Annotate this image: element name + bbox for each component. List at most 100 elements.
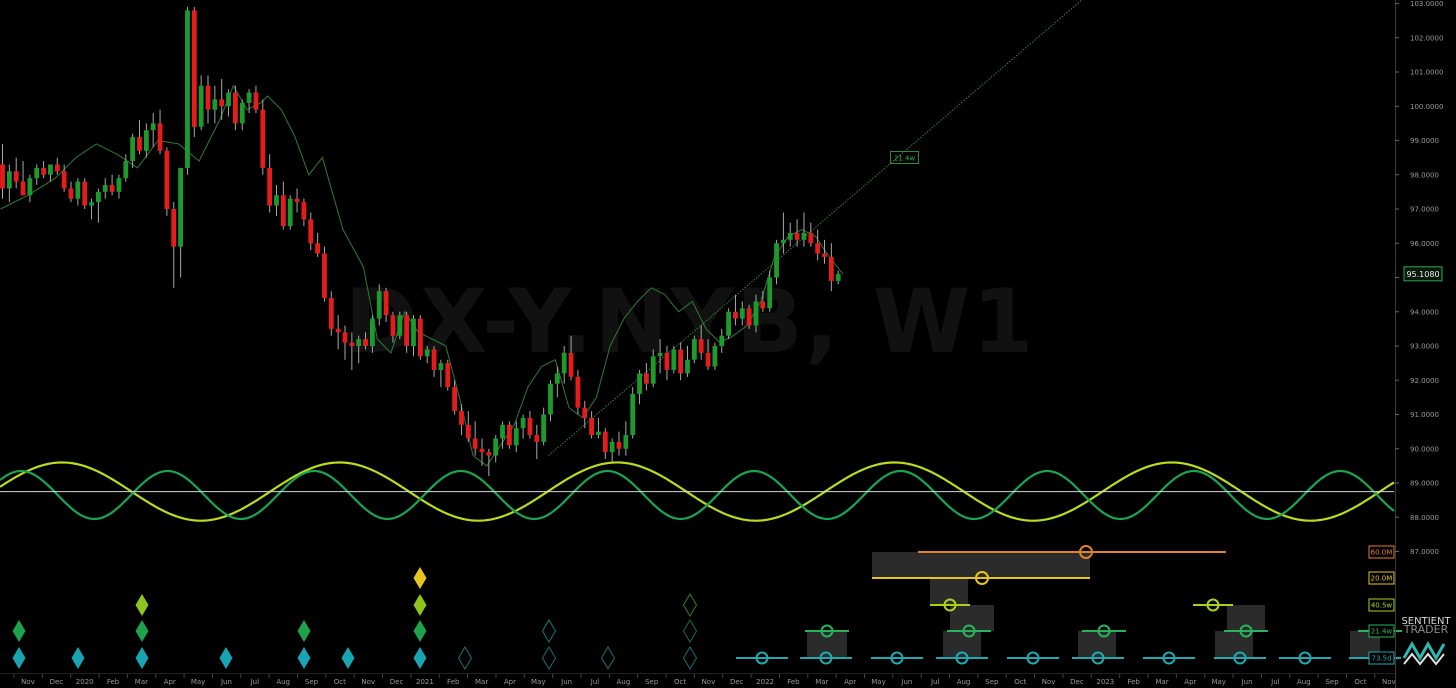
candle-body [733,311,738,319]
cycle-diamond-icon [341,647,355,669]
cycle-waves [0,461,1395,522]
cycle-label-box [1368,545,1395,559]
candle-body [315,243,320,254]
last-price-tag [1403,266,1443,282]
candle-body [664,352,670,370]
candle-body [781,239,786,244]
time-tick-label: Jul [930,678,940,686]
candle-body [705,352,711,367]
candle-body [287,198,293,227]
candle-body [308,219,314,244]
candle-body [143,130,149,151]
candle-body [739,308,745,319]
time-tick-label: Aug [276,678,290,686]
candle-body [801,232,807,240]
cycle-diamond-icon [682,593,698,617]
candle-body [794,232,800,240]
cycle-21w-marker [820,624,834,638]
cycle-window-box [1227,605,1265,631]
candle-body [397,315,403,336]
candle-body [417,318,423,357]
candle-body [246,92,252,103]
candle-body [219,99,225,107]
price-tick-label: 92.0000 [1410,377,1439,385]
candle-body [671,349,677,370]
cycle-wave [0,469,1395,521]
candle-body [479,448,485,453]
candle-body [815,243,821,254]
cycle-73d-marker [1162,651,1176,665]
time-tick-label: 2023 [1096,678,1114,686]
candle-body [294,198,300,203]
candle-body [554,373,560,384]
time-tick-label: Dec [390,678,404,686]
candle-body [808,232,814,244]
candle-body [6,171,12,189]
price-tick-label: 98.0000 [1410,171,1439,179]
candle-body [164,150,170,209]
price-tick-label: 91.0000 [1410,411,1439,419]
candle-body [582,407,588,418]
candle-body [267,167,273,206]
time-tick-label: Mar [815,678,828,686]
brand-line1: SENTIENT [1401,616,1451,627]
candle-body [623,435,629,449]
cycle-diamond-icon [297,647,311,669]
candle-body [27,178,33,196]
cycle-73d-marker [1026,651,1040,665]
time-tick-label: Aug [617,678,631,686]
candle-body [719,335,725,346]
time-tick-label: Jun [900,678,912,686]
candle-body [650,356,656,384]
time-tick-label: Sep [305,678,319,686]
candle-body [342,332,348,343]
cycle-diamond-icon [135,620,149,642]
time-tick-label: May [871,678,885,686]
time-tick-label: Jun [560,678,572,686]
brand-logo: SENTIENT TRADER [1401,616,1451,666]
cycle-diamond-icon [297,620,311,642]
time-tick-label: Aug [1297,678,1311,686]
time-tick-label: Apr [844,678,856,686]
cycle-73d-marker [1091,651,1105,665]
cycle-73d-marker [755,651,769,665]
candle-body [500,424,505,439]
cycle-73d-marker [955,651,969,665]
candle-body [123,161,129,179]
candle-body [431,349,437,370]
time-tick-label: Feb [787,678,800,686]
candle-body [452,387,457,412]
candle-body [383,291,389,316]
time-tick-label: Dec [50,678,64,686]
candle-body [513,428,519,446]
candle-body [541,414,547,442]
candle-body [712,346,718,367]
candle-body [527,417,533,436]
candle-body [438,363,444,370]
candle-body [34,167,40,179]
brand-wave-icon [1402,640,1446,662]
candle-body [507,424,512,446]
candle-body [657,352,663,357]
candle-body [774,243,779,278]
price-tick-label: 93.0000 [1410,343,1439,351]
time-tick-label: May [1211,678,1225,686]
candle-body [226,92,231,107]
price-tick-label: 89.0000 [1410,480,1439,488]
time-tick-label: Jun [220,678,232,686]
time-tick-label: 2022 [756,678,774,686]
candle-body [390,315,396,336]
candle-body [637,373,642,394]
cycle-window-box [1215,631,1253,657]
candle-body [767,277,773,309]
cycle-window-box [930,579,968,605]
time-tick-label: Nov [21,678,35,686]
time-tick-label: Sep [1325,678,1339,686]
cycle-label: 73.5d [1371,655,1391,663]
candle-body [48,164,53,175]
cycle-label-box [1368,624,1395,638]
candle-body [691,339,697,360]
candle-body [328,298,334,329]
